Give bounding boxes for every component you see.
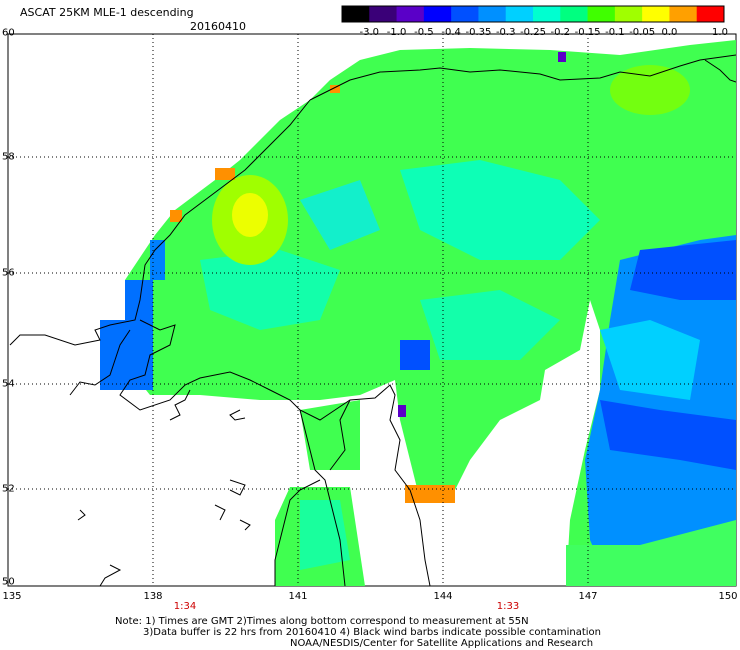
- lon-label-138: 138: [143, 591, 163, 602]
- colorbar-label: -1.0: [386, 27, 407, 38]
- note-line-3: NOAA/NESDIS/Center for Satellite Applica…: [290, 638, 594, 649]
- note-line-1: Note: 1) Times are GMT 2)Times along bot…: [115, 616, 529, 627]
- colorbar-swatch: [696, 6, 725, 22]
- time-label-west: 1:34: [173, 601, 197, 612]
- lat-label-52: 52: [2, 483, 15, 495]
- lon-label-141: 141: [288, 591, 308, 602]
- colorbar-swatch: [396, 6, 425, 22]
- lon-label-150: 150: [718, 591, 738, 602]
- colorbar-label: -3.0: [359, 27, 380, 38]
- colorbar-label: 0.0: [661, 27, 678, 38]
- colorbar-label: -0.25: [520, 27, 546, 38]
- colorbar-swatch: [533, 6, 561, 22]
- colorbar-label: -0.1: [605, 27, 625, 38]
- lon-label-144: 144: [433, 591, 453, 602]
- lat-label-60: 60: [2, 27, 15, 39]
- colorbar-swatch: [423, 6, 452, 22]
- colorbar-label: -0.15: [574, 27, 601, 38]
- colorbar-label: -0.05: [629, 27, 656, 38]
- colorbar-label: -0.5: [414, 27, 434, 38]
- lon-label-135: 135: [2, 591, 22, 602]
- colorbar-label: -0.4: [441, 27, 461, 38]
- colorbar-swatch: [342, 6, 370, 22]
- lat-label-54: 54: [2, 378, 15, 390]
- time-label-east: 1:33: [496, 601, 520, 612]
- lat-label-56: 56: [2, 267, 15, 279]
- colorbar-label: -0.3: [495, 27, 516, 38]
- colorbar-swatch: [669, 6, 698, 22]
- lat-label-58: 58: [2, 151, 15, 163]
- colorbar-swatch: [642, 6, 670, 22]
- map-title: ASCAT 25KM MLE-1 descending: [20, 6, 194, 19]
- colorbar-swatch: [451, 6, 479, 22]
- colorbar-swatch: [369, 6, 398, 22]
- colorbar-swatch: [614, 6, 643, 22]
- colorbar-swatch: [560, 6, 589, 22]
- lon-label-147: 147: [578, 591, 598, 602]
- coastlines: [9, 54, 736, 586]
- map-date: 20160410: [190, 20, 246, 33]
- lat-label-50: 50: [2, 576, 15, 588]
- lat-lon-grid: [8, 34, 736, 586]
- wind-field: [100, 40, 736, 586]
- note-line-2: 3)Data buffer is 22 hrs from 20160410 4)…: [143, 627, 601, 638]
- colorbar-label: -0.35: [465, 27, 492, 38]
- colorbar-label: -0.2: [550, 27, 571, 38]
- colorbar: [341, 5, 725, 23]
- colorbar-swatch: [587, 6, 616, 22]
- colorbar-label: 1.0: [712, 27, 728, 38]
- colorbar-swatch: [478, 6, 507, 22]
- colorbar-swatch: [505, 6, 534, 22]
